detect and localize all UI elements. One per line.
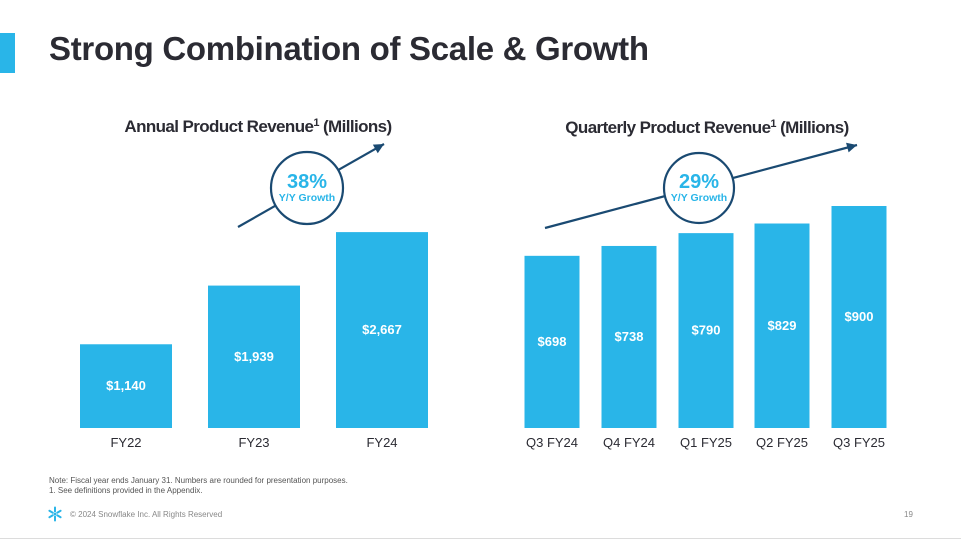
bar-q4-fy24 — [601, 245, 657, 428]
growth-percent: 38% — [287, 171, 327, 193]
footnote-line-2: 1. See definitions provided in the Appen… — [49, 486, 203, 495]
bar-q3-fy25 — [831, 206, 887, 428]
growth-percent: 29% — [679, 171, 719, 193]
bar-q1-fy25 — [678, 233, 734, 428]
chart-title: Annual Product Revenue1 (Millions) — [124, 117, 391, 136]
category-label: Q3 FY25 — [833, 435, 885, 450]
bar-fy24 — [336, 232, 428, 428]
footnote-line-1: Note: Fiscal year ends January 31. Numbe… — [49, 476, 348, 485]
slide-title: Strong Combination of Scale & Growth — [49, 30, 649, 67]
page-number: 19 — [904, 510, 913, 519]
bar-value-label: $790 — [692, 323, 721, 338]
growth-badge — [662, 151, 736, 225]
bar-q3-fy24 — [524, 255, 580, 428]
category-label: FY24 — [366, 435, 397, 450]
bar-q2-fy25 — [754, 223, 810, 428]
title-accent-bar — [0, 33, 15, 73]
footnote: Note: Fiscal year ends January 31. Numbe… — [49, 476, 348, 496]
category-label: Q1 FY25 — [680, 435, 732, 450]
copyright-footer: © 2024 Snowflake Inc. All Rights Reserve… — [70, 510, 223, 519]
category-label: FY23 — [238, 435, 269, 450]
bar-value-label: $1,140 — [106, 378, 146, 393]
growth-arrow-head-icon — [846, 142, 857, 153]
bar-fy22 — [80, 344, 172, 428]
growth-caption: Y/Y Growth — [279, 192, 335, 204]
category-label: Q3 FY24 — [526, 435, 578, 450]
category-label: Q4 FY24 — [603, 435, 655, 450]
category-label: FY22 — [110, 435, 141, 450]
bar-fy23 — [208, 285, 300, 428]
chart-title: Quarterly Product Revenue1 (Millions) — [565, 118, 848, 137]
growth-caption: Y/Y Growth — [671, 192, 727, 204]
bar-value-label: $738 — [615, 329, 644, 344]
category-label: Q2 FY25 — [756, 435, 808, 450]
snowflake-logo-icon — [48, 506, 62, 522]
growth-arrow-head-icon — [372, 144, 384, 154]
bar-value-label: $2,667 — [362, 322, 402, 337]
bar-value-label: $900 — [845, 309, 874, 324]
bar-value-label: $1,939 — [234, 349, 274, 364]
bar-value-label: $698 — [538, 334, 567, 349]
growth-badge — [269, 150, 345, 226]
bar-value-label: $829 — [768, 318, 797, 333]
